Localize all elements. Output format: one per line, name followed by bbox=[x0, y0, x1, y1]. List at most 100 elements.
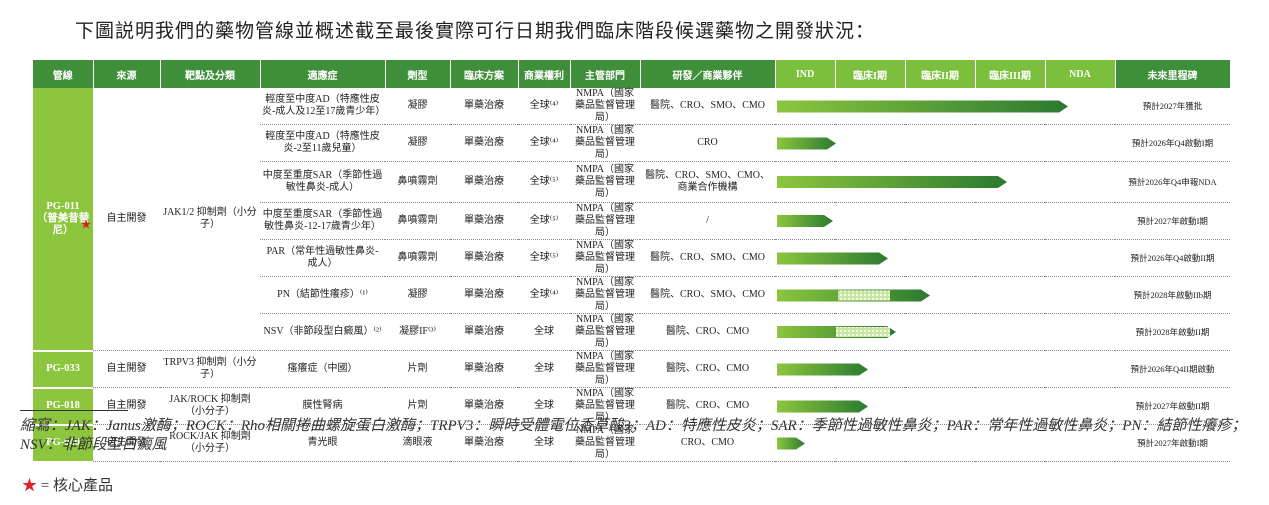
column-header: 劑型 bbox=[385, 60, 451, 88]
title: 下圖説明我們的藥物管線並概述截至最後實際可行日期我們臨床階段候選藥物之開發狀況： bbox=[75, 21, 876, 42]
progress-cell bbox=[775, 313, 1115, 351]
authority-cell: NMPA（國家藥品監督管理局） bbox=[570, 239, 640, 277]
form-cell: 滴眼液 bbox=[385, 424, 450, 462]
source-cell: 自主開發 bbox=[93, 424, 160, 462]
indication-cell: NSV（非節段型白癜風）⁽²⁾ bbox=[260, 313, 385, 351]
authority-cell: NMPA（國家藥品監督管理局） bbox=[570, 276, 640, 314]
rights-cell: 全球 bbox=[518, 350, 570, 388]
target-cell: ROCK/JAK 抑制劑（小分子） bbox=[160, 424, 260, 462]
table-row: 輕度至中度AD（特應性皮炎-2至11歲兒童） 凝膠 單藥治療 全球⁽⁴⁾ NMPA（國家… bbox=[33, 124, 1230, 162]
pipeline-table: 管線 來源 靶點及分類 適應症 劑型 臨床方案 商業權利 主管部門 研發／商業夥伴 IND 臨床I期… bbox=[33, 60, 1231, 463]
hatched-segment bbox=[836, 327, 890, 337]
column-header: 靶點及分類 bbox=[160, 60, 261, 88]
authority-cell: NMPA（國家藥品監督管理局） bbox=[570, 350, 640, 388]
regimen-cell: 單藥治療 bbox=[450, 424, 518, 462]
target-cell: JAK1/2 抑制劑（小分子） bbox=[160, 88, 260, 351]
rights-cell: 全球⁽⁴⁾ bbox=[518, 88, 570, 125]
milestone-cell: 預計2028年啟動II期 bbox=[1115, 313, 1230, 351]
source-cell: 自主開發 bbox=[93, 88, 160, 351]
partners-cell: 醫院、CRO、SMO、CMO、商業合作機構 bbox=[640, 161, 775, 203]
form-cell: 片劑 bbox=[385, 350, 450, 388]
rights-cell: 全球⁽⁵⁾ bbox=[518, 202, 570, 240]
progress-arrow bbox=[777, 176, 1007, 188]
progress-bar bbox=[777, 289, 930, 301]
rights-cell: 全球⁽⁵⁾ bbox=[518, 161, 570, 203]
milestone-cell: 預計2026年Q4啟動I期 bbox=[1115, 124, 1230, 162]
milestone-cell: 預計2027年啟動I期 bbox=[1115, 202, 1230, 240]
milestone-cell: 預計2028年啟動IIb期 bbox=[1115, 276, 1230, 314]
progress-bar bbox=[777, 215, 833, 227]
pipeline-name: PG-011 bbox=[46, 200, 80, 212]
column-header: 來源 bbox=[93, 60, 161, 88]
form-cell: 凝膠 bbox=[385, 124, 450, 162]
pipeline-name: PG-033 bbox=[46, 363, 80, 374]
progress-cell bbox=[775, 88, 1115, 125]
pipeline-cell: PG-018 bbox=[33, 387, 93, 426]
rights-cell: 全球⁽⁵⁾ bbox=[518, 239, 570, 277]
form-cell: 鼻噴霧劑 bbox=[385, 202, 450, 240]
regimen-cell: 單藥治療 bbox=[450, 313, 518, 351]
progress-bar bbox=[777, 176, 1007, 188]
table-row: PG-011 （普美昔替尼） ★ 自主開發 JAK1/2 抑制劑（小分子） 輕度至中度AD… bbox=[33, 88, 1230, 352]
indication-cell: 中度至重度SAR（季節性過敏性鼻炎-成人） bbox=[260, 161, 385, 203]
form-cell: 鼻噴霧劑 bbox=[385, 239, 450, 277]
progress-cell bbox=[775, 202, 1115, 240]
progress-arrow bbox=[777, 400, 868, 412]
regimen-cell: 單藥治療 bbox=[450, 88, 518, 125]
regimen-cell: 單藥治療 bbox=[450, 202, 518, 240]
form-cell: 片劑 bbox=[385, 387, 450, 425]
column-header: 臨床II期 bbox=[905, 60, 976, 88]
star-icon: ★ bbox=[22, 478, 38, 494]
column-header: 商業權利 bbox=[518, 60, 571, 88]
source-cell: 自主開發 bbox=[93, 387, 160, 425]
column-header: 臨床III期 bbox=[975, 60, 1046, 88]
table-row: PG-018 自主開發 JAK/ROCK 抑制劑（小分子） 膜性腎病 片劑 單藥治療 全球 N… bbox=[33, 387, 1230, 426]
authority-cell: NMPA（國家藥品監督管理局） bbox=[570, 88, 640, 125]
core-product-note: ★ = 核心產品 bbox=[22, 474, 113, 495]
core-product-label: = 核心產品 bbox=[40, 478, 113, 494]
rights-cell: 全球⁽⁴⁾ bbox=[518, 276, 570, 314]
partners-cell: / bbox=[640, 202, 775, 240]
partners-cell: CRO bbox=[640, 124, 775, 162]
partners-cell: CRO、CMO bbox=[640, 424, 775, 462]
authority-cell: NMPA（國家藥品監督管理局） bbox=[570, 387, 640, 425]
partners-cell: 醫院、CRO、SMO、CMO bbox=[640, 88, 775, 125]
progress-arrow bbox=[777, 215, 833, 227]
progress-bar bbox=[777, 252, 888, 264]
milestone-cell: 預計2027年啟動I期 bbox=[1115, 424, 1230, 462]
header-row: 管線 來源 靶點及分類 適應症 劑型 臨床方案 商業權利 主管部門 研發／商業夥伴 IND 臨床I期… bbox=[33, 60, 1231, 88]
table-row: PG-040 自主開發 ROCK/JAK 抑制劑（小分子） 青光眼 滴眼液 單藥治療 全球 N… bbox=[33, 424, 1230, 463]
indication-cell: 中度至重度SAR（季節性過敏性鼻炎-12-17歲青少年） bbox=[260, 202, 385, 240]
authority-cell: NMPA（國家藥品監督管理局） bbox=[570, 424, 640, 462]
table-row: PG-033 自主開發 TRPV3 抑制劑（小分子） 瘙癢症（中國） 片劑 單藥治療 全球 N… bbox=[33, 350, 1230, 389]
pipeline-cell: PG-011 （普美昔替尼） ★ bbox=[33, 88, 93, 352]
hatched-segment bbox=[838, 290, 890, 300]
table-body: PG-011 （普美昔替尼） ★ 自主開發 JAK1/2 抑制劑（小分子） 輕度至中度AD… bbox=[33, 88, 1230, 463]
column-header: IND bbox=[775, 60, 836, 88]
authority-cell: NMPA（國家藥品監督管理局） bbox=[570, 313, 640, 351]
partners-cell: 醫院、CRO、CMO bbox=[640, 387, 775, 425]
indication-cell: 輕度至中度AD（特應性皮炎-2至11歲兒童） bbox=[260, 124, 385, 162]
column-header: 臨床方案 bbox=[450, 60, 519, 88]
milestone-cell: 預計2027年啟動II期 bbox=[1115, 387, 1230, 425]
progress-cell bbox=[775, 124, 1115, 162]
indication-cell: 青光眼 bbox=[260, 424, 385, 462]
column-header: 主管部門 bbox=[570, 60, 641, 88]
progress-bar bbox=[777, 437, 805, 449]
pipeline-name: PG-040 bbox=[46, 437, 80, 448]
abbreviations: 縮寫：JAK：Janus激酶；ROCK：Rho相關捲曲螺旋蛋白激酶；TRPV3：… bbox=[20, 418, 1247, 453]
progress-arrow bbox=[777, 363, 868, 375]
progress-bar bbox=[777, 137, 836, 149]
pipeline-cell: PG-033 bbox=[33, 350, 93, 389]
indication-cell: 膜性腎病 bbox=[260, 387, 385, 425]
indication-cell: PAR（常年性過敏性鼻炎-成人） bbox=[260, 239, 385, 277]
table-row: PN（結節性癢疹）⁽¹⁾ 凝膠 單藥治療 全球⁽⁴⁾ NMPA（國家藥品監督管理局） 醫院… bbox=[33, 276, 1230, 314]
regimen-cell: 單藥治療 bbox=[450, 350, 518, 388]
form-cell: 凝膠 bbox=[385, 276, 450, 314]
regimen-cell: 單藥治療 bbox=[450, 387, 518, 425]
pipeline-cell: PG-040 bbox=[33, 424, 93, 463]
indication-cell: 瘙癢症（中國） bbox=[260, 350, 385, 388]
column-header: NDA bbox=[1045, 60, 1116, 88]
footnote-rule bbox=[20, 410, 128, 411]
